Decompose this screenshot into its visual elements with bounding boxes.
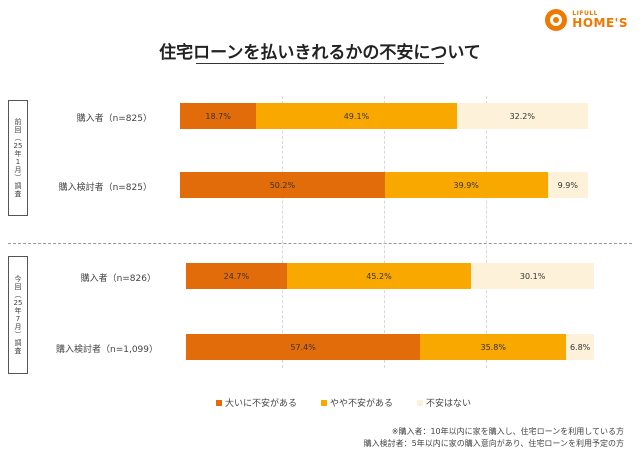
panel-char: 回 bbox=[14, 282, 22, 291]
legend-swatch bbox=[216, 399, 222, 406]
panel-char: 前 bbox=[14, 117, 22, 126]
panel-char: 調 bbox=[14, 182, 22, 191]
category-label: 購入検討者（n=825） bbox=[58, 183, 152, 193]
data-label: 32.2% bbox=[509, 111, 535, 121]
chart-legend: 大いに不安がある やや不安がある 不安はない bbox=[216, 396, 471, 409]
panel-char: 年 bbox=[14, 306, 22, 315]
legend-swatch bbox=[321, 399, 328, 406]
panel-char: 25 bbox=[13, 141, 23, 150]
panel-char: 年 bbox=[14, 149, 22, 158]
category-label: 購入検討者（n=1,099） bbox=[55, 345, 158, 355]
panel-char: 査 bbox=[14, 347, 22, 356]
panel-char: 査 bbox=[14, 190, 22, 199]
logo-text: LIFULL HOME'S bbox=[572, 10, 628, 30]
panel-char: 回 bbox=[14, 125, 22, 134]
panel-char: 月 bbox=[14, 323, 22, 332]
previous-survey-label: 前回 ︵ 25 年 1 月 ︶ 調査 bbox=[8, 100, 28, 216]
panel-char: 月 bbox=[14, 166, 22, 175]
panel-char: 調 bbox=[14, 339, 22, 348]
data-label: 18.7% bbox=[205, 111, 231, 121]
legend-label: やや不安がある bbox=[330, 399, 394, 409]
logo-small-text: LIFULL bbox=[572, 10, 598, 17]
data-label: 45.2% bbox=[366, 271, 392, 281]
bar-segment: 49.1% bbox=[256, 103, 457, 129]
legend-label: 大いに不安がある bbox=[225, 399, 298, 409]
data-label: 9.9% bbox=[557, 180, 578, 190]
legend-item: やや不安がある bbox=[321, 396, 393, 409]
bar-segment: 35.8% bbox=[420, 334, 567, 360]
bar-segment: 32.2% bbox=[456, 103, 588, 129]
bar-segment: 57.4% bbox=[186, 334, 421, 360]
category-label: 購入者（n=826） bbox=[80, 274, 156, 284]
data-label: 30.1% bbox=[519, 271, 546, 281]
gridline bbox=[282, 96, 283, 368]
data-label: 35.8% bbox=[480, 342, 506, 352]
gridline bbox=[384, 96, 385, 368]
homes-logo-icon bbox=[545, 9, 568, 31]
title-underline bbox=[196, 63, 444, 64]
data-label: 24.7% bbox=[223, 271, 250, 281]
panel-char: 25 bbox=[13, 298, 23, 307]
panel-char: ︶ bbox=[14, 331, 22, 340]
chart-title: 住宅ローンを払いきれるかの不安について bbox=[159, 43, 481, 63]
panel-char: ︵ bbox=[14, 290, 22, 299]
panel-char: 1 bbox=[15, 158, 21, 166]
category-label: 購入者（n=825） bbox=[76, 114, 152, 124]
bar-segment: 50.2% bbox=[180, 172, 385, 198]
bar-segment: 45.2% bbox=[286, 263, 472, 289]
bar-segment: 30.1% bbox=[471, 263, 594, 289]
lifull-homes-logo: LIFULL HOME'S bbox=[545, 8, 628, 32]
legend-label: 不安はない bbox=[426, 399, 472, 409]
current-survey-label: 今回 ︵ 25 年 7 月 ︶ 調査 bbox=[8, 256, 28, 374]
bar-segment: 9.9% bbox=[547, 172, 588, 198]
panel-char: ︵ bbox=[14, 133, 22, 142]
panel-char: 今 bbox=[14, 274, 22, 283]
data-label: 49.1% bbox=[343, 111, 370, 121]
data-label: 57.4% bbox=[290, 342, 316, 352]
section-divider bbox=[8, 243, 632, 244]
data-label: 6.8% bbox=[569, 342, 591, 352]
note-prospect: 購入検討者：5年以内に家の購入意向があり、住宅ローンを利用予定の方 bbox=[363, 439, 624, 448]
gridline bbox=[486, 96, 487, 368]
data-label: 50.2% bbox=[269, 180, 296, 190]
legend-item: 不安はない bbox=[417, 396, 471, 409]
panel-char: ︶ bbox=[14, 174, 22, 183]
bar-segment: 24.7% bbox=[186, 263, 287, 289]
bar-segment: 39.9% bbox=[384, 172, 548, 198]
data-label: 39.9% bbox=[453, 180, 479, 190]
panel-char: 7 bbox=[15, 315, 21, 323]
logo-big-text: HOME'S bbox=[572, 16, 628, 30]
legend-item: 大いに不安がある bbox=[216, 396, 297, 409]
bar-segment: 18.7% bbox=[180, 103, 257, 129]
note-buyer: ※購入者：10年以内に家を購入し、住宅ローンを利用している方 bbox=[391, 427, 624, 436]
legend-swatch bbox=[417, 399, 424, 406]
bar-segment: 6.8% bbox=[566, 334, 594, 360]
